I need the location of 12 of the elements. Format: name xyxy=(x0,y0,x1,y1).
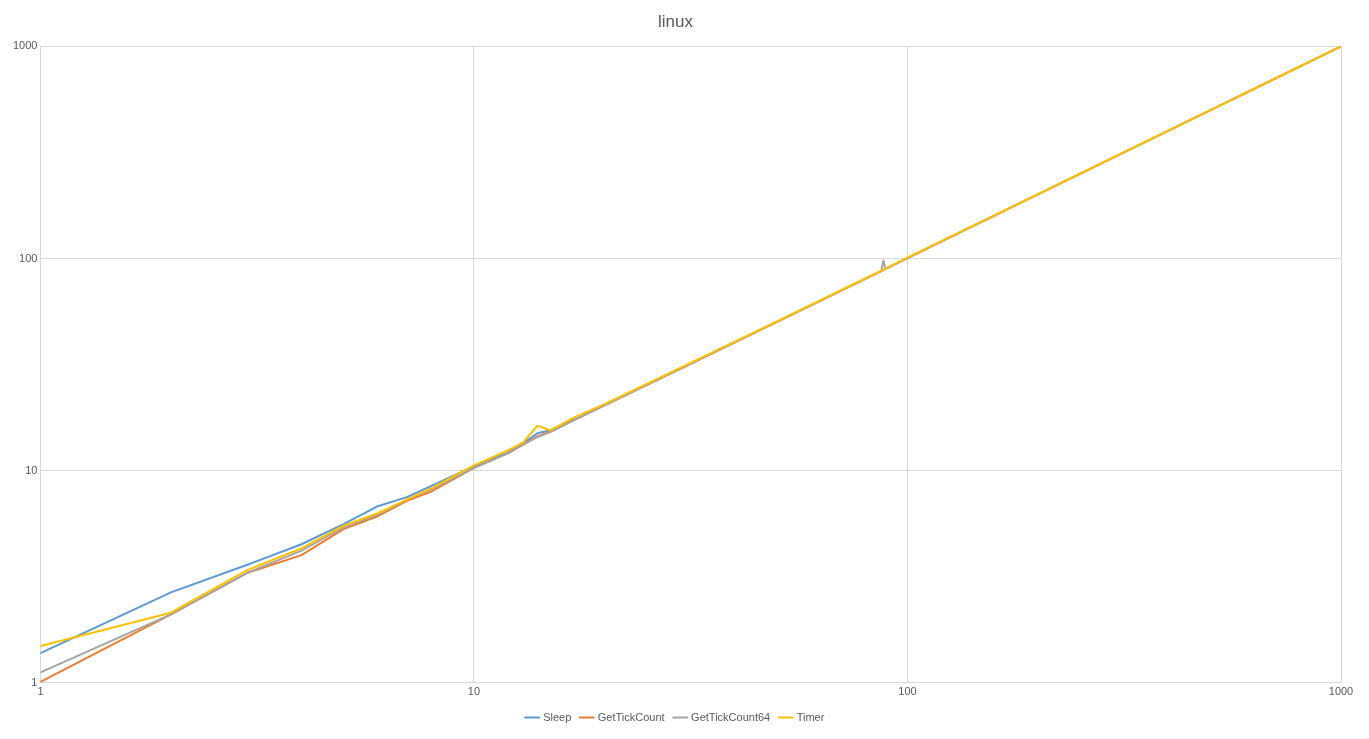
y-tick-label: 1000 xyxy=(12,39,38,52)
y-tick-label: 100 xyxy=(19,251,38,264)
x-tick-label: 10 xyxy=(467,685,481,698)
x-tick-label: 1000 xyxy=(1328,685,1354,698)
y-tick-label: 1 xyxy=(31,675,38,688)
legend-label: GetTickCount xyxy=(597,710,665,723)
legend-label: GetTickCount64 xyxy=(691,710,771,723)
chart-title: linux xyxy=(658,11,694,31)
y-tick-label: 10 xyxy=(25,463,38,476)
x-tick-label: 100 xyxy=(898,685,917,698)
legend-label: Sleep xyxy=(543,710,572,723)
legend-label: Timer xyxy=(796,710,825,723)
